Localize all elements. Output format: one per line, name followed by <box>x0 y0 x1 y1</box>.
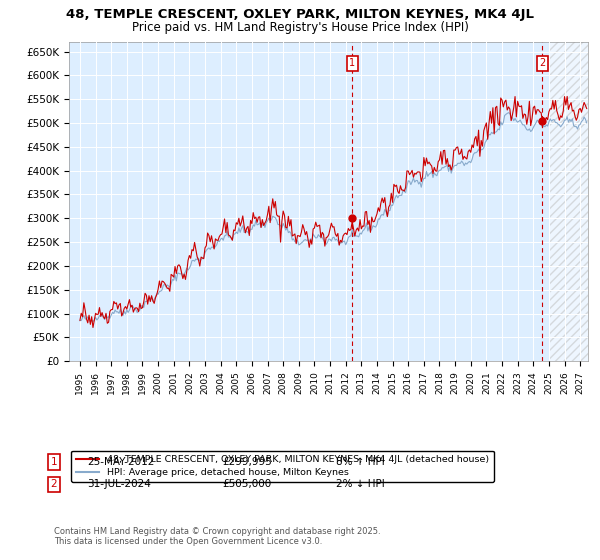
Text: Contains HM Land Registry data © Crown copyright and database right 2025.
This d: Contains HM Land Registry data © Crown c… <box>54 526 380 546</box>
Text: 2: 2 <box>50 479 58 489</box>
Text: 25-MAY-2012: 25-MAY-2012 <box>87 457 154 467</box>
Text: 31-JUL-2024: 31-JUL-2024 <box>87 479 151 489</box>
Text: 48, TEMPLE CRESCENT, OXLEY PARK, MILTON KEYNES, MK4 4JL: 48, TEMPLE CRESCENT, OXLEY PARK, MILTON … <box>66 8 534 21</box>
Text: £505,000: £505,000 <box>222 479 271 489</box>
Text: 2% ↓ HPI: 2% ↓ HPI <box>336 479 385 489</box>
Text: Price paid vs. HM Land Registry's House Price Index (HPI): Price paid vs. HM Land Registry's House … <box>131 21 469 34</box>
Text: 2: 2 <box>539 58 545 68</box>
Text: £299,995: £299,995 <box>222 457 272 467</box>
Legend: 48, TEMPLE CRESCENT, OXLEY PARK, MILTON KEYNES, MK4 4JL (detached house), HPI: A: 48, TEMPLE CRESCENT, OXLEY PARK, MILTON … <box>71 450 494 482</box>
Text: 8% ↑ HPI: 8% ↑ HPI <box>336 457 385 467</box>
Text: 1: 1 <box>349 58 355 68</box>
Text: 1: 1 <box>50 457 58 467</box>
